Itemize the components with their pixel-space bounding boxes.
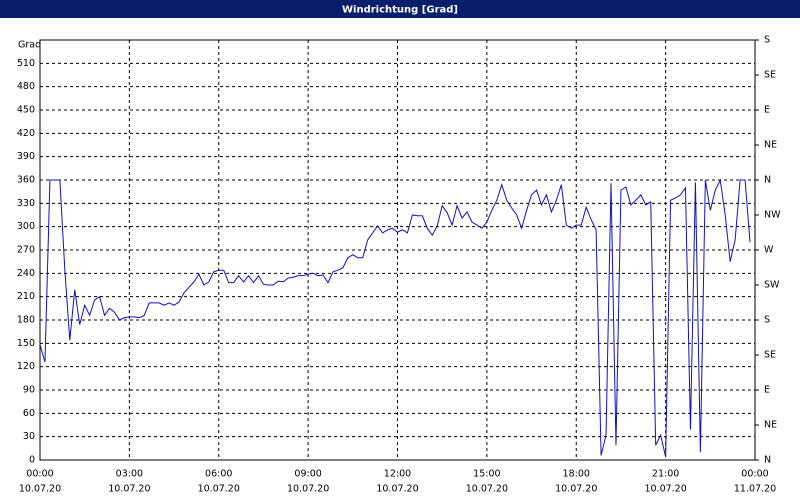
title-bar	[0, 0, 800, 18]
x-tick-label: 09:00	[294, 469, 321, 480]
x-tick-date: 11.07.20	[734, 484, 776, 495]
y2-tick-label: S	[764, 315, 770, 326]
x-tick-date: 10.07.20	[287, 484, 329, 495]
y-tick-label: 510	[17, 58, 35, 69]
y-tick-label: 330	[17, 198, 35, 209]
y2-tick-label: N	[764, 455, 771, 466]
y-tick-label: 120	[17, 361, 35, 372]
y-tick-label: 270	[17, 245, 35, 256]
y2-tick-label: S	[764, 35, 770, 46]
y2-tick-label: SW	[764, 280, 780, 291]
y-tick-label: 390	[17, 151, 35, 162]
y2-tick-label: NE	[764, 420, 777, 431]
y2-tick-label: E	[764, 105, 770, 116]
y-axis-label: Grad	[18, 40, 41, 51]
x-tick-label: 00:00	[741, 469, 768, 480]
y2-tick-label: NW	[764, 210, 781, 221]
x-tick-date: 10.07.20	[466, 484, 508, 495]
x-tick-date: 10.07.20	[108, 484, 150, 495]
y-tick-label: 150	[17, 338, 35, 349]
y-tick-label: 420	[17, 128, 35, 139]
x-tick-label: 03:00	[116, 469, 143, 480]
x-tick-label: 18:00	[563, 469, 590, 480]
x-tick-label: 15:00	[473, 469, 500, 480]
chart-title: Windrichtung [Grad]	[342, 5, 458, 16]
x-tick-label: 12:00	[384, 469, 411, 480]
y2-tick-label: NE	[764, 140, 777, 151]
y-tick-label: 60	[23, 408, 35, 419]
x-tick-date: 10.07.20	[198, 484, 240, 495]
y-tick-label: 240	[17, 268, 35, 279]
x-tick-date: 10.07.20	[19, 484, 61, 495]
x-tick-label: 00:00	[26, 469, 53, 480]
y2-tick-label: SE	[764, 70, 776, 81]
data-line	[39, 178, 751, 458]
y2-tick-label: N	[764, 175, 771, 186]
y-tick-label: 180	[17, 315, 35, 326]
y-tick-label: 300	[17, 221, 35, 232]
y2-tick-label: E	[764, 385, 770, 396]
x-tick-label: 06:00	[205, 469, 232, 480]
y-tick-label: 360	[17, 175, 35, 186]
y-tick-label: 90	[23, 385, 35, 396]
y-tick-label: 450	[17, 105, 35, 116]
x-tick-date: 10.07.20	[644, 484, 686, 495]
y-tick-label: 30	[23, 431, 35, 442]
y2-tick-label: SE	[764, 350, 776, 361]
y-tick-label: 0	[29, 455, 35, 466]
y-tick-label: 210	[17, 291, 35, 302]
x-tick-date: 10.07.20	[555, 484, 597, 495]
x-tick-date: 10.07.20	[376, 484, 418, 495]
y2-tick-label: W	[764, 245, 774, 256]
x-tick-label: 21:00	[652, 469, 679, 480]
y-tick-label: 480	[17, 81, 35, 92]
